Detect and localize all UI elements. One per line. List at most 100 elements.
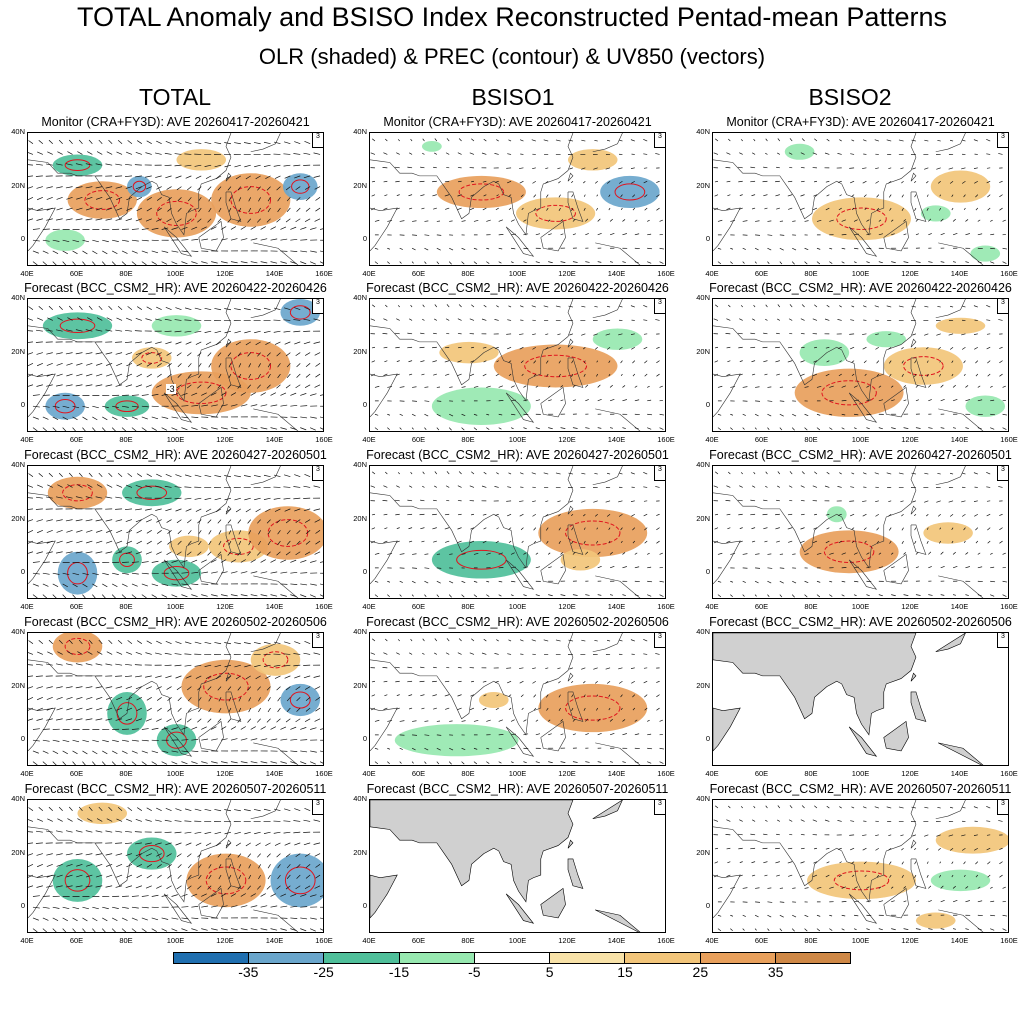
x-tick-label: 140E bbox=[950, 269, 969, 278]
map-svg-total-row-1 bbox=[28, 133, 323, 265]
reference-vector-box: 3 bbox=[654, 133, 665, 148]
x-tick-label: 80E bbox=[119, 602, 133, 611]
colorbar bbox=[173, 952, 851, 964]
x-tick-label: 60E bbox=[411, 936, 426, 945]
x-tick-label: 160E bbox=[315, 602, 333, 611]
y-tick-label: 0 bbox=[362, 734, 367, 744]
prec-contour bbox=[458, 183, 505, 201]
x-tick-label: 100E bbox=[508, 269, 527, 278]
y-tick-label: 40N bbox=[11, 794, 25, 803]
reference-vector-box: 3 bbox=[312, 633, 323, 648]
coastline bbox=[713, 133, 917, 236]
x-tick-label: 160E bbox=[657, 936, 675, 945]
x-tick-label: 80E bbox=[119, 936, 133, 945]
olr-blob bbox=[915, 912, 956, 929]
coastline bbox=[28, 540, 56, 585]
x-tick-label: 140E bbox=[607, 936, 626, 945]
olr-blob bbox=[970, 245, 1001, 262]
colorbar-swatch bbox=[249, 953, 325, 963]
x-tick-label: 140E bbox=[950, 602, 969, 611]
map-svg-total-row-3 bbox=[28, 466, 323, 598]
x-tick-label: 160E bbox=[657, 602, 675, 611]
coastline bbox=[935, 800, 966, 820]
reference-vector-box: 3 bbox=[997, 466, 1008, 481]
prec-contour bbox=[289, 305, 311, 320]
coastline bbox=[163, 893, 193, 924]
coastline bbox=[910, 357, 927, 388]
x-tick-label: 120E bbox=[558, 602, 576, 611]
wind-vectors bbox=[713, 805, 1008, 932]
map-panel-bsiso2-row-1: 3 bbox=[712, 132, 1009, 266]
coastline bbox=[253, 575, 299, 598]
coastline bbox=[848, 893, 878, 924]
wind-vectors bbox=[28, 472, 323, 598]
y-tick-label: 40N bbox=[353, 627, 367, 636]
land-mask bbox=[567, 839, 574, 849]
coastline bbox=[225, 338, 232, 348]
x-tick-label: 100E bbox=[508, 936, 527, 945]
colorbar-label: 25 bbox=[692, 964, 709, 980]
x-tick-label: 80E bbox=[461, 435, 475, 444]
x-tick-label: 120E bbox=[558, 435, 576, 444]
coastline bbox=[505, 392, 535, 423]
x-tick-label: 80E bbox=[804, 435, 818, 444]
coastline bbox=[225, 672, 232, 682]
coastline bbox=[253, 742, 299, 765]
map-panel-bsiso2-row-3: 3 bbox=[712, 465, 1009, 599]
coastline bbox=[935, 299, 966, 319]
land-mask bbox=[883, 720, 909, 752]
olr-blob bbox=[600, 175, 660, 209]
map-panel-total-row-5: 3 bbox=[27, 799, 324, 933]
olr-blob bbox=[935, 826, 1008, 854]
olr-blob bbox=[493, 344, 618, 388]
land-mask bbox=[938, 742, 984, 765]
x-tick-label: 40E bbox=[20, 769, 34, 778]
olr-blob bbox=[104, 395, 150, 417]
y-tick-label: 0 bbox=[705, 901, 710, 911]
map-panel-bsiso1-row-3: 3 bbox=[369, 465, 666, 599]
y-tick-label: 40N bbox=[11, 293, 25, 302]
x-tick-label: 80E bbox=[119, 435, 133, 444]
y-tick-label: 40N bbox=[696, 794, 710, 803]
coastline bbox=[883, 553, 909, 585]
coastline bbox=[540, 553, 566, 585]
prec-contour bbox=[614, 183, 646, 201]
coastline bbox=[28, 707, 56, 752]
x-tick-label: 60E bbox=[411, 769, 426, 778]
coastline bbox=[938, 408, 984, 431]
wind-vectors bbox=[28, 806, 323, 932]
y-tick-label: 20N bbox=[353, 680, 367, 690]
land-mask bbox=[567, 858, 584, 889]
coastline bbox=[198, 720, 224, 752]
x-tick-label: 100E bbox=[166, 602, 185, 611]
y-tick-label: 0 bbox=[705, 567, 710, 577]
x-tick-label: 120E bbox=[901, 602, 919, 611]
x-tick-label: 40E bbox=[20, 602, 34, 611]
x-tick-label: 100E bbox=[851, 769, 870, 778]
wind-vectors bbox=[370, 304, 665, 431]
prec-contour bbox=[565, 695, 621, 721]
x-tick-label: 120E bbox=[216, 269, 234, 278]
x-tick-label: 160E bbox=[657, 769, 675, 778]
coastline bbox=[883, 386, 909, 418]
land-mask bbox=[713, 633, 917, 736]
coastline bbox=[225, 357, 242, 388]
coastline bbox=[225, 505, 232, 515]
coastline bbox=[567, 691, 584, 722]
y-tick-label: 20N bbox=[696, 346, 710, 356]
x-tick-label: 40E bbox=[362, 936, 376, 945]
prec-contour bbox=[59, 318, 96, 333]
coastline bbox=[370, 207, 398, 252]
olr-blob bbox=[866, 331, 907, 348]
x-tick-label: 160E bbox=[315, 936, 333, 945]
prec-contour bbox=[267, 519, 309, 547]
colorbar-swatch bbox=[625, 953, 701, 963]
map-svg-total-row-4 bbox=[28, 633, 323, 765]
olr-blob bbox=[248, 506, 323, 560]
coastline bbox=[938, 909, 984, 932]
coastline bbox=[592, 133, 623, 153]
map-svg-bsiso2-row-1 bbox=[713, 133, 1008, 265]
coastline bbox=[540, 386, 566, 418]
coastline bbox=[370, 466, 574, 569]
x-tick-label: 140E bbox=[607, 269, 626, 278]
